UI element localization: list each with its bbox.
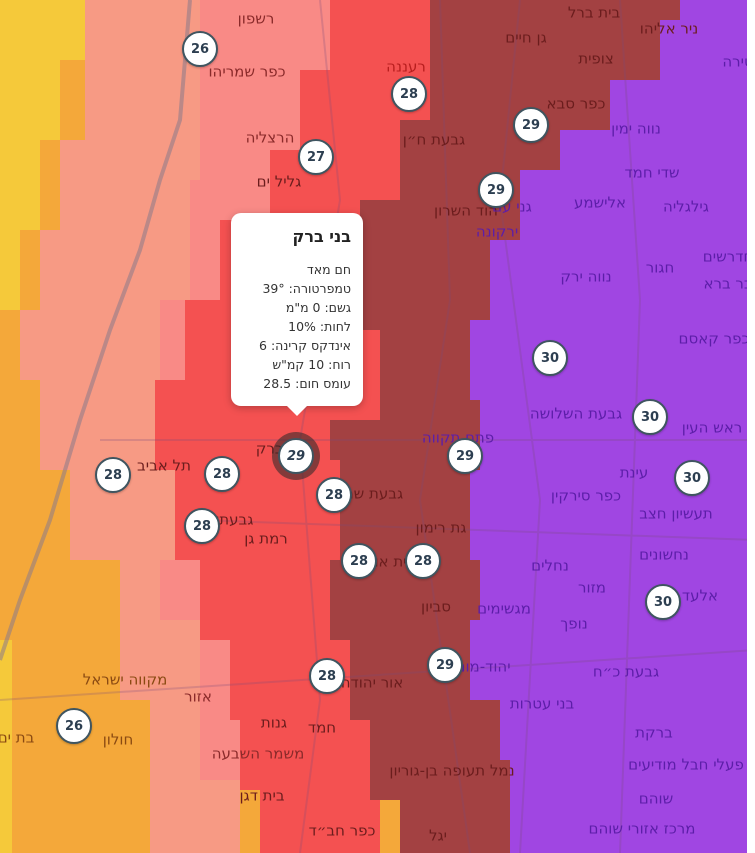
place-label-givat-hen: גבעת ח״ן xyxy=(402,130,466,149)
temp-marker-holon[interactable]: 26 xyxy=(56,708,92,744)
temp-marker-herzliya[interactable]: 27 xyxy=(298,139,334,175)
place-label-holon: חולון xyxy=(102,730,134,749)
place-label-savyon: סביון xyxy=(421,597,451,616)
temp-marker-yehud[interactable]: 29 xyxy=(427,647,463,683)
temp-marker-einat[interactable]: 30 xyxy=(674,460,710,496)
place-label-tashbetz: תעשיון חצב xyxy=(639,504,713,523)
temp-marker-elad[interactable]: 30 xyxy=(645,584,681,620)
place-label-kfar-habad: כפר חב״ד xyxy=(308,821,376,840)
popup-row-rain: גשם: 0 מ"מ xyxy=(285,300,351,315)
temp-marker-rishpon[interactable]: 26 xyxy=(182,31,218,67)
place-label-einat: עינת xyxy=(619,463,649,482)
place-label-nofekh: נופך xyxy=(560,614,588,633)
place-label-neve-yarak: נווה ירק xyxy=(560,267,612,286)
place-label-nehalim: נחלים xyxy=(531,556,569,575)
place-label-hagor: חגור xyxy=(645,258,675,277)
place-label-bara: בר ברא xyxy=(703,274,753,293)
temp-marker-bnei-brak[interactable]: 29 xyxy=(278,438,314,474)
place-label-gilgalia: גילגליה xyxy=(663,197,709,216)
place-label-magshimim: מגשימים xyxy=(477,599,531,618)
temp-marker-raanana[interactable]: 28 xyxy=(391,76,427,112)
place-label-hod-hasharon: הוד השרון xyxy=(434,201,498,220)
temp-marker-petah-tikva[interactable]: 29 xyxy=(447,438,483,474)
temp-marker-kfar-qasem[interactable]: 30 xyxy=(532,340,568,376)
temp-marker-kfar-saba[interactable]: 29 xyxy=(513,107,549,143)
place-label-tel-aviv: תל אביב xyxy=(137,456,191,475)
place-label-shoham: שוהם xyxy=(638,789,674,808)
place-label-kfar-shmaryahu: כפר שמריהו xyxy=(208,62,286,81)
place-label-mazor: מזור xyxy=(578,578,606,597)
place-label-herzliya: הרצליה xyxy=(245,128,295,147)
place-label-elishama: אלישמע xyxy=(573,193,627,212)
place-label-nir-eliyahu: ניר אליהו xyxy=(639,19,699,38)
place-label-givat-hashlosha: גבעת השלושה xyxy=(529,404,623,423)
place-label-or-yehuda: אור יהודה xyxy=(340,673,404,692)
place-label-gan-haim: גן חיים xyxy=(505,28,547,47)
place-label-elad: אלעד xyxy=(681,586,719,605)
location-popup[interactable]: בני ברק חם מאד טמפרטורה: 39° גשם: 0 מ"מ … xyxy=(231,213,363,416)
place-label-bnei-atarot: בני עטרות xyxy=(509,694,575,713)
place-label-tzofit: צופית xyxy=(578,49,614,68)
popup-title: בני ברק xyxy=(292,227,351,246)
temp-marker-kiryat-ono[interactable]: 28 xyxy=(341,543,377,579)
place-label-azor: אזור xyxy=(184,687,212,706)
temp-marker-ganei-tikva[interactable]: 28 xyxy=(405,543,441,579)
place-label-yarkona: ירקונה xyxy=(475,222,519,241)
temp-marker-ramat-gan[interactable]: 28 xyxy=(184,508,220,544)
place-label-glil-yam: גליל ים xyxy=(256,172,302,191)
temp-marker-or-yehuda[interactable]: 28 xyxy=(309,658,345,694)
place-label-bat-yam: בת ים xyxy=(0,728,35,747)
place-label-beit-dagan: בית דגן xyxy=(239,786,285,805)
place-label-hemed: חמד xyxy=(307,718,337,737)
place-label-sde-hemed: שדי חמד xyxy=(624,163,680,182)
temp-marker-tel-aviv-2[interactable]: 28 xyxy=(204,456,240,492)
temp-marker-tel-aviv[interactable]: 28 xyxy=(95,457,131,493)
place-label-airport: נמל תעופה בן-גוריון xyxy=(389,761,515,780)
place-label-ramat-gan: רמת גן xyxy=(244,529,288,548)
popup-row-condition: חם מאד xyxy=(306,262,351,277)
popup-row-wind: רוח: 10 קמ"ש xyxy=(272,357,351,372)
place-label-beit-berel: בית ברל xyxy=(567,3,621,22)
place-label-yagal: יגל xyxy=(428,826,448,845)
popup-row-uv-index: אינדקס קרינה: 6 xyxy=(259,338,351,353)
place-label-kfar-saba: כפר סבא xyxy=(546,94,606,113)
place-label-rishpon: רשפון xyxy=(237,9,275,28)
place-label-raanana: רעננה xyxy=(386,57,426,76)
popup-row-heat-load: עומס חום: 28.5 xyxy=(263,376,351,391)
place-label-merkaz: מרכז אזורי שוהם xyxy=(588,819,696,838)
temp-marker-hod-hasharon[interactable]: 29 xyxy=(478,172,514,208)
place-label-hadar: חדרשים xyxy=(702,247,754,266)
place-label-mikve-israel: מקווה ישראל xyxy=(82,670,168,689)
popup-row-humidity: לחות: 10% xyxy=(288,319,351,334)
place-label-kfar-sirkin: כפר סירקין xyxy=(550,486,622,505)
place-label-mishmar-hashiva: משמר השבעה xyxy=(211,744,305,763)
place-label-barkat: ברקת xyxy=(635,723,673,742)
map-edge-panel xyxy=(747,0,755,853)
temp-marker-rosh-haayin[interactable]: 30 xyxy=(632,399,668,435)
place-label-tira: טירה xyxy=(722,52,754,71)
place-label-neve-yamin: נווה ימין xyxy=(611,119,661,138)
popup-row-temperature: טמפרטורה: 39° xyxy=(262,281,351,296)
place-label-paalei: פעלי חבל מודיעים xyxy=(628,755,744,774)
place-label-kfar-qasem: כפר קאסם xyxy=(678,329,750,348)
place-label-givat-koah: גבעת כ״ח xyxy=(592,662,660,681)
place-label-ganei-tikva: גת רימון xyxy=(415,518,467,537)
place-label-rosh-haayin: ראש העין xyxy=(681,418,743,437)
place-label-ganot: גנות xyxy=(260,713,288,732)
place-label-nahshonim: נחשונים xyxy=(639,545,689,564)
temp-marker-givat-shmuel[interactable]: 28 xyxy=(316,477,352,513)
